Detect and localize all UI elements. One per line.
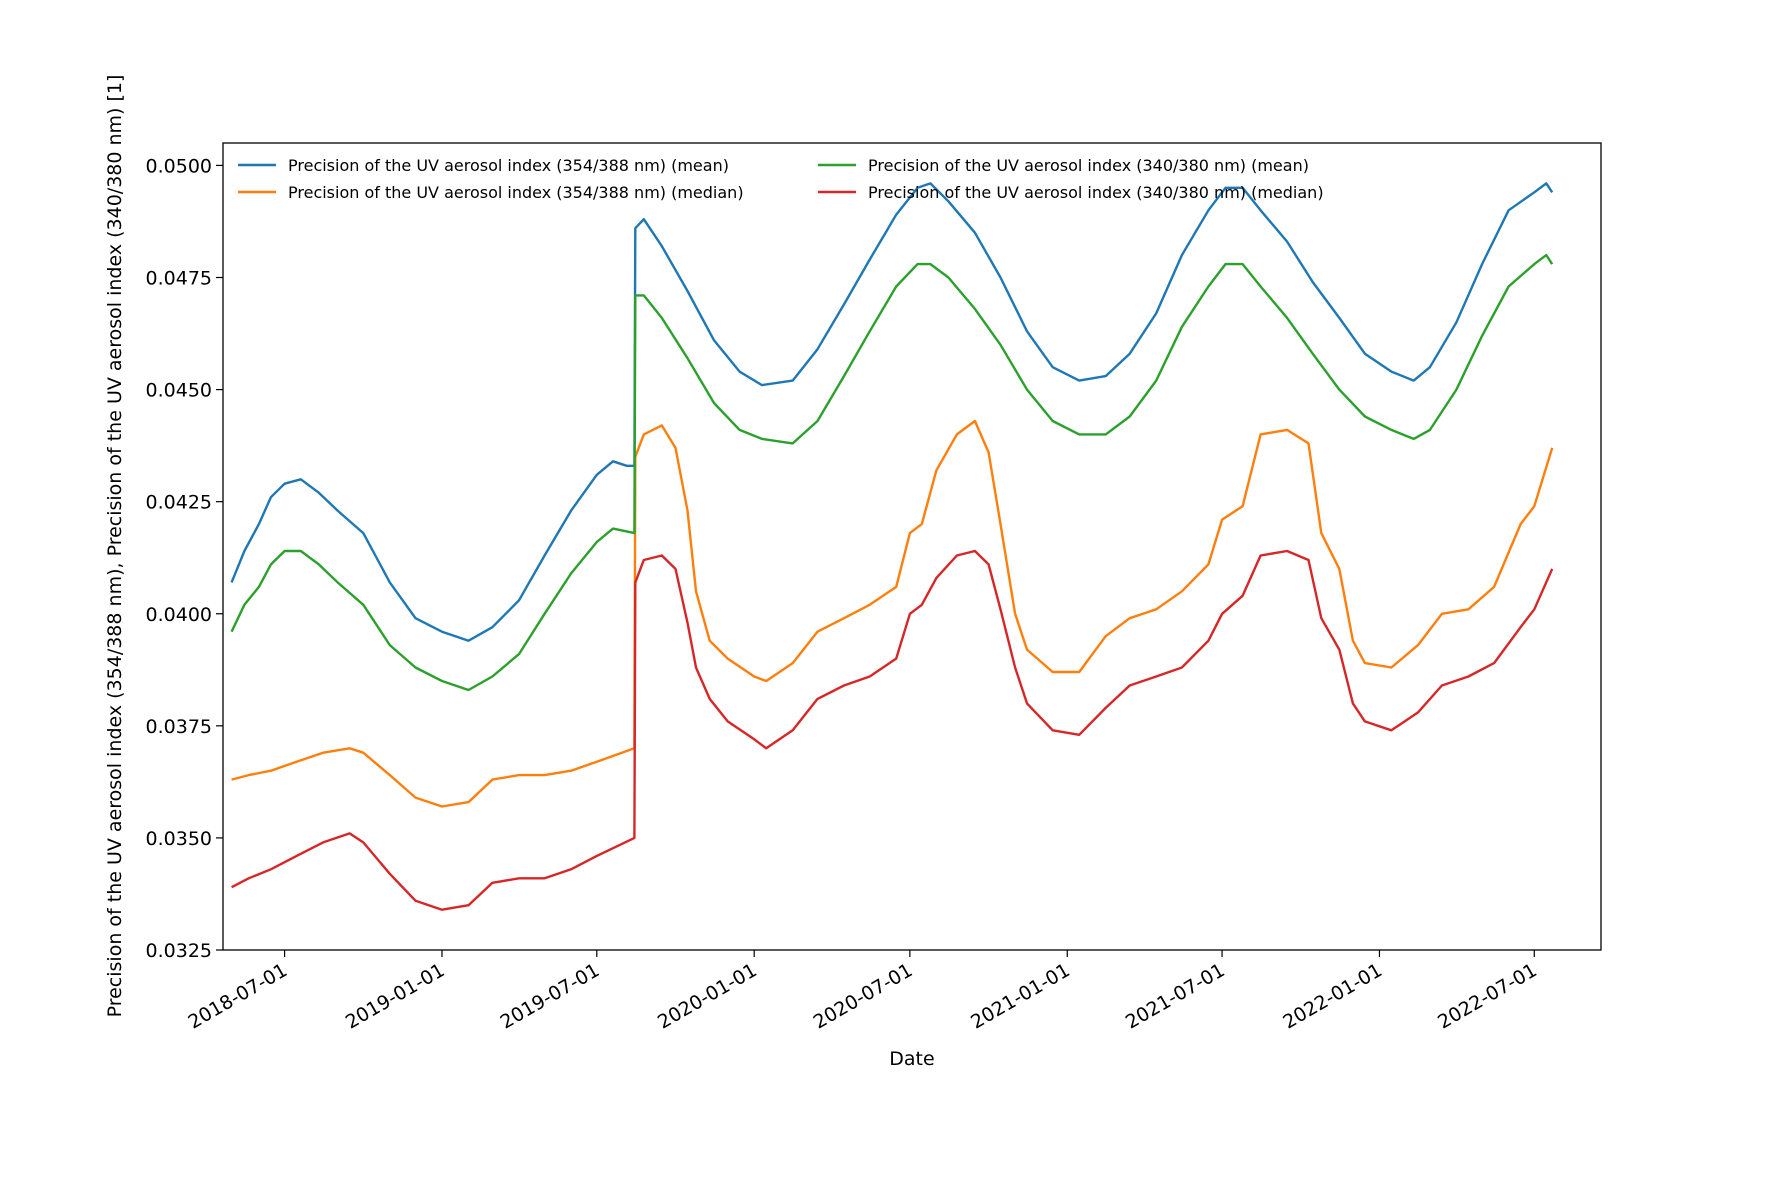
- x-tick-label: 2020-07-01: [810, 959, 917, 1033]
- y-axis: 0.0325 0.0350 0.0375 0.0400 0.0425 0.0450 0.04…: [146, 155, 223, 962]
- y-tick-label: 0.0450: [146, 380, 212, 402]
- legend-label: Precision of the UV aerosol index (354/3…: [288, 156, 729, 175]
- series-line-1: [230, 182, 1554, 642]
- series-line-3: [230, 253, 1554, 692]
- x-tick-label: 2021-07-01: [1122, 959, 1229, 1033]
- plot-frame: [222, 142, 1602, 951]
- x-tick-label: 2021-01-01: [967, 959, 1074, 1033]
- x-axis-title: Date: [889, 1048, 934, 1070]
- y-tick-label: 0.0350: [146, 828, 212, 850]
- y-tick-label: 0.0400: [146, 604, 212, 626]
- legend-label: Precision of the UV aerosol index (354/3…: [288, 183, 744, 202]
- series-line-4: [231, 549, 1554, 911]
- y-axis-title: Precision of the UV aerosol index (354/3…: [104, 75, 126, 1018]
- y-tick-label: 0.0375: [146, 716, 212, 738]
- y-tick-label: 0.0325: [146, 940, 212, 962]
- y-tick-label: 0.0425: [146, 492, 212, 514]
- legend-label: Precision of the UV aerosol index (340/3…: [868, 183, 1324, 202]
- x-tick-label: 2019-01-01: [342, 959, 449, 1033]
- x-tick-label: 2018-07-01: [184, 959, 291, 1033]
- x-axis: 2018-07-01 2019-01-01 2019-07-01 2020-01-01…: [184, 950, 1541, 1034]
- series-line-2: [231, 419, 1554, 808]
- y-tick-label: 0.0500: [146, 155, 212, 177]
- x-tick-label: 2022-07-01: [1434, 959, 1541, 1033]
- legend-label: Precision of the UV aerosol index (340/3…: [868, 156, 1309, 175]
- x-tick-label: 2020-01-01: [654, 959, 761, 1033]
- y-tick-label: 0.0475: [146, 268, 212, 290]
- legend: Precision of the UV aerosol index (354/3…: [238, 156, 1324, 202]
- x-tick-label: 2019-07-01: [497, 959, 604, 1033]
- series-layer: [230, 182, 1554, 911]
- x-tick-label: 2022-01-01: [1279, 959, 1386, 1033]
